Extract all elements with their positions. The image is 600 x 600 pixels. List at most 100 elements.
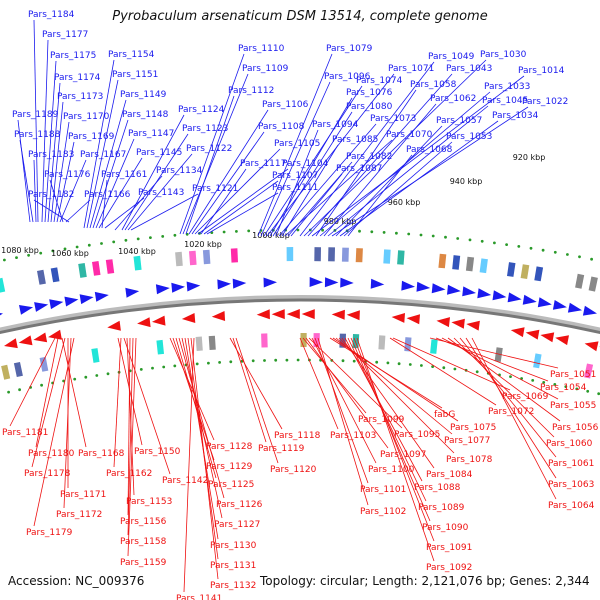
reverse-gene-arrow	[18, 335, 33, 346]
reverse-leader-line	[123, 337, 171, 475]
tick-dot-inner	[162, 365, 166, 369]
forward-leader-line	[311, 75, 525, 237]
reverse-gene-label: Pars_1102	[360, 507, 406, 517]
tick-dot-outer	[419, 233, 423, 237]
reverse-gene-label: Pars_1064	[548, 501, 595, 511]
feature-box-inner	[13, 362, 23, 377]
forward-leader-line	[50, 101, 64, 223]
forward-gene-label: Pars_1176	[44, 170, 91, 180]
tick-dot-outer	[358, 229, 361, 233]
tick-dot-inner	[453, 367, 457, 371]
reverse-leader-line	[33, 337, 75, 527]
forward-gene-arrow	[567, 302, 582, 313]
reverse-gene-arrow	[33, 332, 48, 343]
reverse-gene-label: Pars_1126	[216, 500, 263, 510]
feature-box-outer	[397, 250, 405, 265]
forward-gene-arrow	[0, 313, 3, 316]
forward-leader-line	[188, 109, 269, 235]
tick-dot-outer	[468, 238, 472, 242]
forward-gene-label: Pars_1123	[182, 124, 228, 134]
forward-leader-line	[98, 157, 143, 229]
forward-gene-label: Pars_1124	[178, 105, 225, 115]
forward-leader-line	[200, 168, 247, 235]
forward-gene-arrow	[462, 286, 476, 297]
kbp-label: 1060 kbp	[51, 249, 89, 258]
reverse-gene-arrow	[286, 309, 300, 319]
reverse-gene-label: Pars_1119	[258, 444, 305, 454]
feature-box-inner	[261, 333, 268, 348]
reverse-gene-arrow	[510, 327, 525, 338]
forward-leader-line	[33, 19, 39, 223]
reverse-leader-line	[341, 337, 435, 469]
forward-gene-arrow	[507, 292, 522, 303]
tick-dot-inner	[207, 361, 210, 365]
forward-leader-line	[33, 159, 37, 223]
kbp-ticks: 1080 kbp 1060 kbp 1040 kbp 1020 kbp 1000 kbp…	[1, 153, 600, 396]
feature-box-outer	[341, 247, 349, 262]
reverse-gene-arrow	[137, 317, 151, 328]
reverse-gene-arrow	[107, 320, 121, 331]
tick-dot-inner	[531, 379, 535, 382]
forward-gene-label: Pars_1045	[482, 96, 528, 106]
tick-dot-outer	[247, 229, 251, 233]
feature-box-outer	[202, 249, 211, 265]
reverse-gene-label: Pars_1103	[330, 431, 376, 441]
forward-gene-label: Pars_1073	[370, 114, 416, 124]
reverse-gene-label: Pars_1127	[214, 520, 260, 530]
forward-gene-label: Pars_1109	[242, 64, 289, 74]
tick-dot-inner	[218, 361, 222, 364]
feature-box-outer	[479, 258, 488, 274]
reverse-gene-label: Pars_1158	[120, 537, 167, 547]
reverse-leader-line	[317, 337, 369, 506]
tick-dot-outer	[370, 230, 374, 234]
gene-labels: Pars_1184 Pars_1177 Pars_1175 Pars_1174 Pars…	[2, 10, 599, 600]
reverse-leader-line	[350, 337, 431, 522]
forward-gene-label: Pars_1068	[406, 145, 453, 155]
forward-gene-label: Pars_1182	[28, 190, 74, 200]
forward-leader-line	[83, 59, 115, 229]
reverse-gene-label: Pars_1056	[552, 423, 599, 433]
reverse-leader-line	[308, 337, 403, 429]
tick-dot-inner	[575, 387, 579, 391]
tick-dot-outer	[578, 255, 581, 259]
feature-box-outer	[534, 266, 544, 282]
tick-dot-inner	[386, 361, 390, 365]
forward-leader-line	[95, 138, 135, 229]
feature-box-outer	[314, 247, 321, 262]
feature-box-inner	[378, 335, 386, 350]
reverse-leader-line	[113, 337, 122, 468]
forward-gene-label: Pars_1121	[192, 184, 238, 194]
genome-backbone	[0, 295, 600, 335]
tick-dot-outer	[51, 249, 55, 253]
reverse-gene-arrow	[406, 314, 420, 325]
forward-leader-line	[124, 133, 189, 231]
kbp-label: 1040 kbp	[118, 247, 156, 256]
reverse-gene-label: Pars_1178	[24, 469, 71, 479]
tick-dot-inner	[564, 385, 568, 388]
tick-dot-outer	[382, 231, 386, 234]
tick-dot-inner	[139, 368, 143, 371]
forward-gene-label: Pars_1183	[28, 150, 74, 160]
reverse-gene-label: Pars_1097	[380, 450, 426, 460]
tick-dot-inner	[73, 377, 77, 381]
forward-leader-line	[41, 39, 49, 223]
reverse-leader-line	[183, 337, 195, 593]
forward-gene-arrow	[217, 279, 231, 290]
reverse-gene-arrow	[211, 311, 226, 321]
reverse-gene-label: Pars_1142	[162, 476, 208, 486]
tick-dot-inner	[106, 372, 110, 376]
tick-dot-outer	[493, 241, 496, 245]
forward-gene-arrow	[522, 294, 537, 305]
tick-dot-inner	[442, 366, 446, 370]
forward-gene-arrow	[416, 281, 431, 292]
tick-dot-inner	[285, 358, 289, 362]
tick-dot-inner	[509, 375, 512, 378]
feature-box-outer	[328, 247, 335, 262]
tick-dot-inner	[274, 358, 278, 362]
forward-leader-line	[284, 139, 393, 237]
forward-gene-label: Pars_1062	[430, 94, 476, 104]
reverse-leader-line	[126, 337, 135, 496]
forward-leader-line	[191, 131, 265, 235]
forward-gene-label: Pars_1085	[332, 135, 378, 145]
